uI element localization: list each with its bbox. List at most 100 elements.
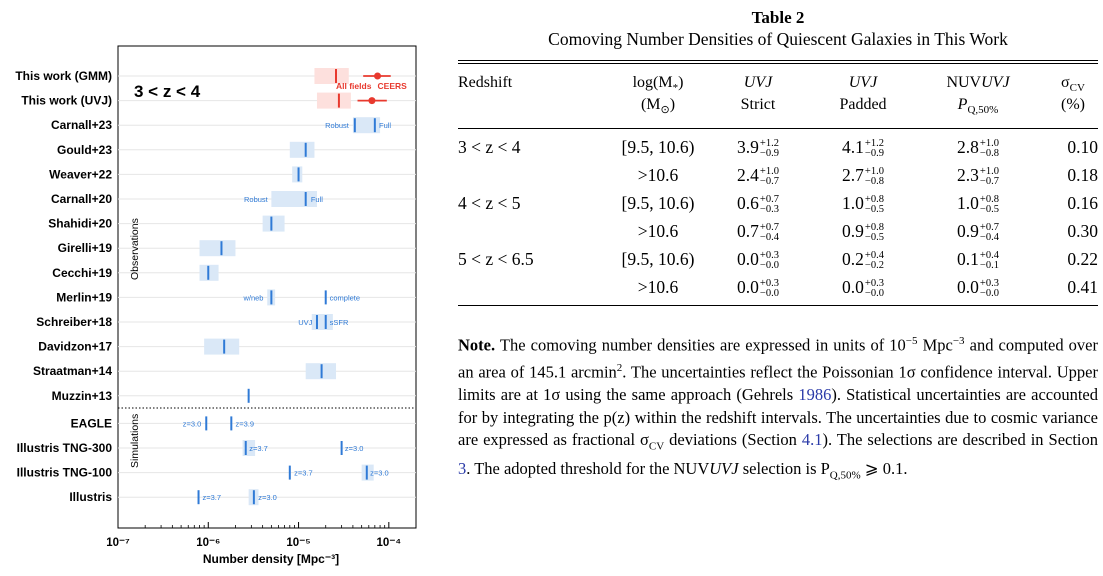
upper-error: +0.4 xyxy=(979,249,999,261)
upper-error: +1.2 xyxy=(864,137,884,149)
cell-mass: >10.6 xyxy=(637,221,679,241)
uncertainty-band xyxy=(292,166,303,183)
upper-error: +0.7 xyxy=(979,221,999,233)
mark-annotation: z=3.7 xyxy=(249,444,268,453)
cell-uncertainty: +0.3 −0.0 xyxy=(865,278,884,299)
cell-value: 0.2 xyxy=(842,249,864,269)
cell-redshift: 3 < z < 4 xyxy=(458,137,521,157)
header-cv-a: σ xyxy=(1061,74,1070,91)
cell-value: 2.3 xyxy=(957,165,979,185)
row-label: EAGLE xyxy=(71,416,112,430)
table-body: 3 < z < 4 [9.5, 10.6) 3.9 +1.2 −0.9 4.1 +1.2 −0… xyxy=(458,129,1098,301)
cell-value: 0.7 xyxy=(737,221,759,241)
cell-value: 0.9 xyxy=(842,221,864,241)
cell-uncertainty: +0.7 −0.4 xyxy=(759,222,779,243)
note-s7: . The adopted threshold for the NUV xyxy=(466,458,710,478)
mark-annotation: Full xyxy=(311,195,323,204)
cell-uncertainty: +0.3 −0.0 xyxy=(759,250,779,271)
mark-annotation: z=3.0 xyxy=(370,469,389,478)
cell-uncertainty: +0.7 −0.3 xyxy=(759,193,779,215)
mark-annotation: z=3.0 xyxy=(258,493,277,502)
header-mass-b: ) xyxy=(678,74,684,91)
section-link-3[interactable]: 3 xyxy=(458,458,467,478)
table-row: 3 < z < 4 [9.5, 10.6) 3.9 +1.2 −0.9 4.1 +1.2 −0… xyxy=(458,133,1098,161)
header-cv-2: (%) xyxy=(1061,96,1085,113)
cell-uncertainty: +0.4 −0.1 xyxy=(979,249,999,271)
cell-strict: 2.4 +1.0 −0.7 xyxy=(713,165,803,187)
row-label: Cecchi+19 xyxy=(52,266,112,280)
plot-annotations: All fields CEERS Robust Full Robust Full w/neb… xyxy=(183,81,407,502)
mark-annotation: Robust xyxy=(244,195,269,204)
mark-annotation: Full xyxy=(379,121,391,130)
upper-error: +0.3 xyxy=(979,277,999,289)
note-lead: Note. xyxy=(458,335,496,355)
lower-error: −0.7 xyxy=(979,175,999,187)
lower-error: −0.0 xyxy=(979,287,999,299)
uncertainty-band xyxy=(262,215,285,232)
lower-error: −0.5 xyxy=(864,203,884,215)
cell-strict: 0.0 +0.3 −0.0 xyxy=(713,249,803,271)
lower-error: −0.4 xyxy=(759,231,779,243)
table-row: 4 < z < 5 [9.5, 10.6) 0.6 +0.7 −0.3 1.0 +0.8 −0… xyxy=(458,189,1098,217)
cell-uncertainty: +1.2 −0.9 xyxy=(864,137,884,159)
cell-nuv: 0.9 +0.7 −0.4 xyxy=(928,221,1028,243)
x-tick-label: 10⁻⁵ xyxy=(286,537,310,549)
table-number: Table 2 xyxy=(751,8,805,27)
cell-mass: >10.6 xyxy=(637,277,679,297)
note-s1: The comoving number densities are expres… xyxy=(495,335,906,355)
cell-mass: >10.6 xyxy=(637,165,679,185)
header-cv-1: σCV xyxy=(1048,72,1098,99)
uncertainty-band xyxy=(289,141,315,158)
section-link-4-1[interactable]: 4.1 xyxy=(801,430,823,449)
cell-value: 0.0 xyxy=(842,277,864,297)
header-nuv-a: NUV xyxy=(946,74,982,91)
cell-redshift: 4 < z < 5 xyxy=(458,193,521,213)
table-title: Comoving Number Densities of Quiescent G… xyxy=(548,29,1008,49)
cell-uncertainty: +0.8 −0.5 xyxy=(864,194,884,215)
x-axis-title: Number density [Mpc⁻³] xyxy=(203,552,339,566)
header-uvj-strict-2: Strict xyxy=(740,96,776,113)
mark-annotation: z=3.7 xyxy=(202,493,221,502)
table-note: Note. The comoving number densities are … xyxy=(458,330,1098,487)
cell-uncertainty: +0.3 −0.0 xyxy=(760,278,779,299)
table-top-rule-2 xyxy=(458,63,1098,64)
lower-error: −0.4 xyxy=(979,231,999,243)
cell-value: 0.1 xyxy=(957,249,979,269)
cell-uncertainty: +1.0 −0.8 xyxy=(865,166,884,187)
cell-uncertainty: +0.7 −0.4 xyxy=(979,221,999,243)
table-2: Table 2 Comoving Number Densities of Qui… xyxy=(458,0,1098,306)
cell-uncertainty: +1.2 −0.9 xyxy=(760,138,779,159)
header-mass-unit-sub: ⊙ xyxy=(660,104,670,117)
cell-uncertainty: +0.3 −0.0 xyxy=(979,277,999,299)
upper-error: +1.0 xyxy=(979,137,999,149)
row-label: Illustris TNG-100 xyxy=(17,466,113,480)
row-label: Gould+23 xyxy=(57,143,112,157)
cell-padded: 4.1 +1.2 −0.9 xyxy=(818,137,908,159)
mark-annotation: z=3.0 xyxy=(183,419,202,428)
row-labels: This work (GMM) This work (UVJ) Carnall+23… xyxy=(15,69,112,504)
data-point xyxy=(374,72,382,80)
cell-value: 0.9 xyxy=(957,221,979,241)
table-header: Redshift log(M*) (M⊙) UVJ Strict UVJ Pad… xyxy=(458,64,1098,128)
cell-cv: 0.16 xyxy=(1067,193,1098,213)
mark-annotation: complete xyxy=(330,293,360,302)
note-s7-it: UVJ xyxy=(709,458,739,478)
upper-error: +0.7 xyxy=(759,193,779,205)
cell-value: 2.8 xyxy=(957,137,979,157)
header-mass-unit-a: (M xyxy=(640,96,661,113)
cell-strict: 0.7 +0.7 −0.4 xyxy=(713,221,803,243)
group-label-observations: Observations xyxy=(129,218,141,280)
row-label: This work (UVJ) xyxy=(21,94,112,108)
x-tick-label: 10⁻⁶ xyxy=(196,537,220,549)
citation-link-gehrels[interactable]: 1986 xyxy=(798,385,832,404)
cell-value: 0.0 xyxy=(737,249,759,269)
mark-annotation: Robust xyxy=(325,121,350,130)
row-label: This work (GMM) xyxy=(15,69,112,83)
note-s5: deviations (Section xyxy=(664,430,802,449)
row-label: Girelli+19 xyxy=(58,241,113,255)
cell-value: 0.6 xyxy=(737,193,759,213)
row-label: Shahidi+20 xyxy=(48,217,112,231)
row-label: Illustris xyxy=(69,490,112,504)
upper-error: +0.8 xyxy=(864,221,884,233)
lower-error: −0.0 xyxy=(759,259,779,271)
